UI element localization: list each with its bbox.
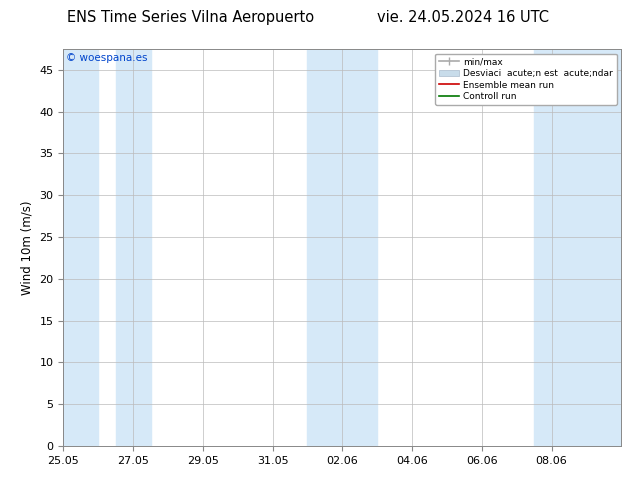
Bar: [115, 49, 150, 446]
Y-axis label: Wind 10m (m/s): Wind 10m (m/s): [21, 200, 34, 294]
Text: © woespana.es: © woespana.es: [66, 53, 148, 63]
Bar: [63, 49, 98, 446]
Text: vie. 24.05.2024 16 UTC: vie. 24.05.2024 16 UTC: [377, 10, 549, 25]
Legend: min/max, Desviaci  acute;n est  acute;ndar, Ensemble mean run, Controll run: min/max, Desviaci acute;n est acute;ndar…: [436, 53, 617, 105]
Text: ENS Time Series Vilna Aeropuerto: ENS Time Series Vilna Aeropuerto: [67, 10, 314, 25]
Bar: [534, 49, 621, 446]
Bar: [307, 49, 377, 446]
